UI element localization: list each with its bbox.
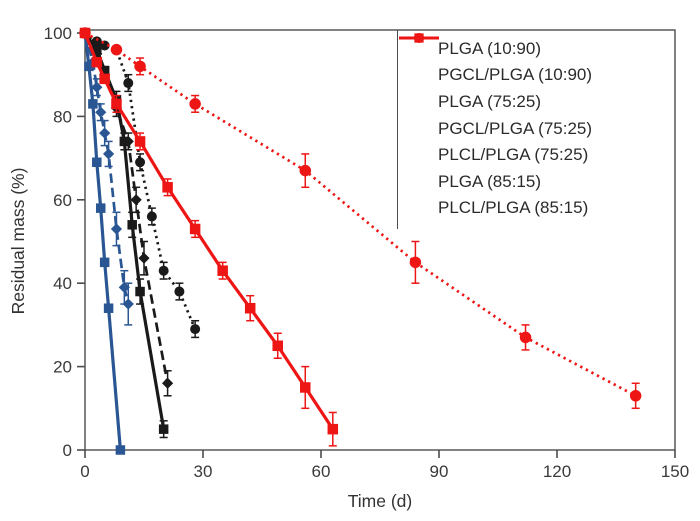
diamond-marker [102, 148, 115, 160]
plot-frame [84, 29, 676, 451]
square-marker [84, 61, 94, 72]
x-tick-label: 90 [430, 462, 449, 481]
circle-marker [629, 390, 642, 402]
series-line [84, 31, 637, 397]
diamond-marker [161, 377, 174, 389]
diamond-marker [122, 298, 134, 310]
circle-marker [174, 286, 185, 297]
diamond-marker [122, 135, 134, 148]
square-marker [111, 98, 122, 110]
legend-item-plcl-plga-75-25-: PLCL/PLGA (75:25) [399, 33, 674, 168]
y-tick-label: 60 [53, 191, 72, 210]
legend-label: PLCL/PLGA (85:15) [438, 198, 589, 218]
series-plcl-plga-85-15- [79, 27, 642, 410]
diamond-marker [91, 81, 103, 93]
circle-marker [413, 32, 425, 44]
legend-label: PLGA (75:25) [438, 91, 542, 111]
square-marker [88, 99, 98, 109]
y-tick-label: 80 [53, 107, 72, 126]
y-tick-label: 100 [44, 24, 72, 43]
circle-marker [123, 78, 134, 89]
circle-marker [190, 324, 201, 335]
square-marker [158, 424, 169, 434]
legend-label: PLGA (85:15) [438, 171, 542, 191]
circle-marker [91, 36, 102, 47]
diamond-marker [130, 194, 142, 206]
square-marker [99, 257, 110, 268]
x-tick-label: 30 [194, 462, 213, 481]
legend-item-plga-75-25-: PLGA (75:25) [399, 33, 674, 115]
legend-item-plga-85-15-: PLGA (85:15) [399, 33, 674, 195]
diamond-marker [95, 106, 107, 118]
diamond-marker [99, 127, 111, 139]
circle-marker [79, 27, 91, 39]
square-marker [91, 56, 103, 68]
legend-item-plcl-plga-85-15-: PLCL/PLGA (85:15) [399, 32, 674, 222]
square-marker [272, 340, 283, 351]
square-marker [92, 157, 102, 168]
square-marker [135, 286, 145, 297]
square-marker [300, 382, 311, 393]
x-tick-label: 60 [312, 462, 331, 481]
square-marker [134, 136, 146, 147]
y-axis-title: Residual mass (%) [8, 168, 28, 315]
legend-label: PLGA (10:90) [438, 38, 542, 58]
y-tick-label: 40 [53, 274, 72, 293]
square-marker [95, 203, 106, 213]
series-plga-75-25- [80, 28, 169, 439]
legend-item-plga-10-90-: PLGA (10:90) [399, 33, 674, 62]
legend-item-pgcl-plga-10-90-: PGCL/PLGA (10:90) [399, 33, 674, 89]
y-tick-label: 20 [53, 358, 72, 377]
circle-marker [158, 265, 169, 276]
x-tick-label: 150 [661, 462, 689, 481]
square-marker [99, 73, 110, 85]
x-tick-label: 0 [80, 462, 89, 481]
circle-marker [110, 43, 123, 56]
circle-marker [299, 164, 312, 177]
square-marker [115, 445, 126, 455]
legend-label: PLCL/PLGA (75:25) [438, 145, 589, 165]
legend-label: PGCL/PLGA (10:90) [438, 65, 593, 85]
series-plga-85-15- [79, 27, 339, 447]
diamond-marker [138, 252, 150, 264]
circle-marker [409, 256, 422, 269]
x-tick-label: 120 [543, 462, 571, 481]
legend-item-pgcl-plga-75-25-: PGCL/PLGA (75:25) [399, 33, 674, 142]
circle-marker [135, 157, 146, 168]
circle-marker [146, 211, 157, 222]
circle-marker [189, 98, 201, 110]
circle-marker [134, 60, 146, 73]
square-marker [189, 223, 201, 235]
legend: PLGA (10:90) PGCL/PLGA (10:90) PLGA (75:25… [397, 30, 674, 229]
y-tick-label: 0 [63, 441, 72, 460]
series-line [83, 32, 122, 451]
series-plga-10-90- [80, 28, 126, 455]
circle-marker [519, 331, 532, 344]
square-marker [162, 182, 173, 193]
x-axis-title: Time (d) [348, 491, 413, 511]
square-marker [217, 265, 228, 276]
square-marker [127, 220, 137, 230]
square-marker [103, 303, 114, 313]
legend-label: PGCL/PLGA (75:25) [438, 118, 593, 138]
square-marker [327, 423, 339, 435]
diamond-marker [110, 223, 123, 235]
diamond-marker [91, 48, 103, 60]
square-marker [244, 302, 256, 314]
series-line [83, 32, 335, 430]
diamond-marker [118, 281, 130, 293]
legend-line-sample [399, 32, 439, 44]
